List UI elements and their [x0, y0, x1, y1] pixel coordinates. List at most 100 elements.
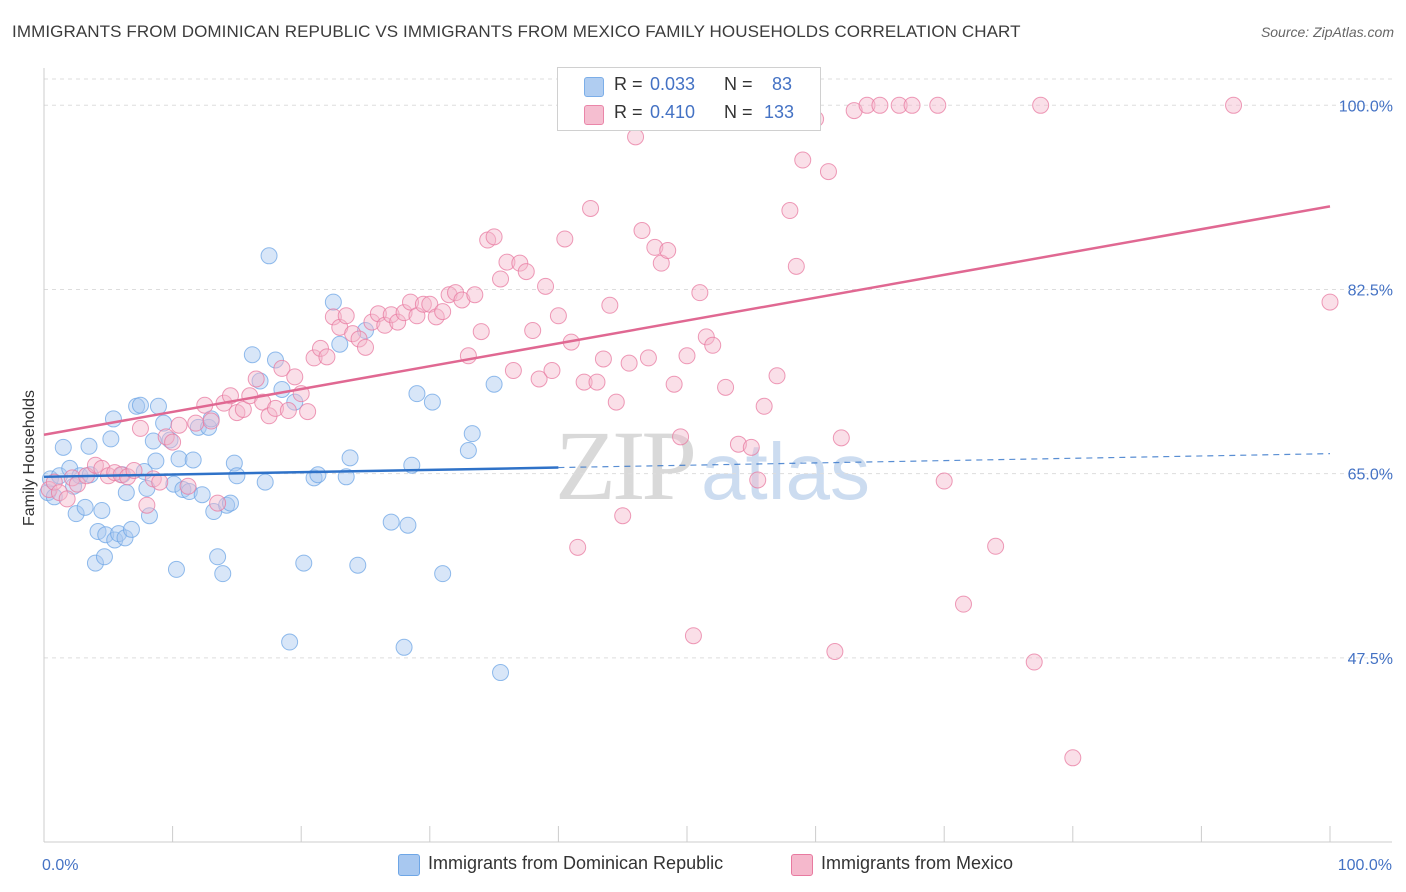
- point-mexico: [395, 304, 413, 322]
- point-dominican: [102, 430, 120, 448]
- y-tick-label: 65.0%: [1348, 467, 1393, 484]
- point-mexico: [485, 228, 503, 246]
- point-mexico: [1225, 96, 1243, 114]
- point-mexico: [376, 316, 394, 334]
- point-mexico: [247, 370, 265, 388]
- point-mexico: [414, 295, 432, 313]
- point-dominican: [434, 565, 452, 583]
- point-mexico: [131, 419, 149, 437]
- point-mexico: [954, 595, 972, 613]
- point-mexico: [659, 242, 677, 260]
- point-mexico: [138, 496, 156, 514]
- stats-r-label: R =: [614, 102, 643, 122]
- trend-lines: [43, 205, 1331, 479]
- point-mexico: [119, 468, 137, 486]
- point-dominican: [144, 432, 162, 450]
- point-dominican: [122, 520, 140, 538]
- point-mexico: [311, 339, 329, 357]
- trend-line-mexico: [43, 205, 1331, 436]
- point-dominican: [214, 565, 232, 583]
- source-credit: Source: ZipAtlas.com: [1260, 24, 1394, 40]
- stats-row-mexico: R = 0.410 N = 133: [558, 102, 820, 126]
- point-dominican: [209, 548, 227, 566]
- point-mexico: [273, 359, 291, 377]
- point-mexico: [575, 373, 593, 391]
- point-mexico: [324, 308, 342, 326]
- point-dominican: [423, 393, 441, 411]
- point-mexico: [337, 307, 355, 325]
- point-mexico: [697, 328, 715, 346]
- point-dominican: [266, 351, 284, 369]
- point-mexico: [511, 254, 529, 272]
- point-mexico: [832, 429, 850, 447]
- point-mexico: [357, 338, 374, 356]
- point-mexico: [434, 303, 452, 321]
- point-mexico: [614, 507, 632, 525]
- point-dominican: [140, 507, 158, 525]
- y-tick-label: 82.5%: [1348, 282, 1393, 299]
- point-mexico: [929, 96, 947, 114]
- stats-n-value: 133: [764, 102, 795, 122]
- point-mexico: [164, 433, 182, 451]
- point-mexico: [646, 238, 664, 256]
- stats-swatch-mexico: [584, 105, 604, 125]
- point-dominican: [117, 484, 135, 502]
- point-dominican: [180, 483, 198, 501]
- point-dominican: [97, 526, 115, 544]
- point-dominican: [463, 425, 481, 443]
- point-mexico: [684, 627, 702, 645]
- point-dominican: [147, 452, 165, 470]
- point-mexico: [498, 253, 516, 271]
- point-mexico: [453, 291, 471, 309]
- axes: [43, 68, 1392, 843]
- point-dominican: [485, 375, 503, 393]
- point-mexico: [633, 222, 651, 240]
- stats-box: R = 0.033 N = 83 R = 0.410 N = 133: [557, 67, 821, 131]
- point-mexico: [672, 428, 690, 446]
- point-dominican: [324, 293, 342, 311]
- point-dominican: [149, 397, 167, 415]
- point-dominican: [395, 638, 413, 656]
- point-mexico: [749, 471, 767, 489]
- point-mexico: [363, 313, 381, 331]
- point-dominican: [459, 442, 477, 460]
- point-dominican: [174, 480, 192, 498]
- point-mexico: [187, 414, 205, 432]
- point-dominican: [331, 335, 349, 353]
- legend-swatch-mexico: [791, 854, 813, 876]
- point-dominican: [260, 247, 278, 265]
- point-mexico: [266, 399, 284, 417]
- point-mexico: [1032, 96, 1050, 114]
- point-mexico: [318, 348, 336, 366]
- point-mexico: [151, 473, 169, 491]
- series-dominican-republic: [39, 247, 510, 682]
- point-mexico: [569, 538, 587, 556]
- point-mexico: [286, 368, 304, 386]
- point-mexico: [58, 490, 76, 508]
- point-mexico: [826, 643, 844, 661]
- point-mexico: [755, 397, 773, 415]
- point-dominican: [93, 501, 111, 519]
- point-mexico: [678, 347, 696, 365]
- point-dominican: [54, 438, 72, 456]
- point-mexico: [787, 257, 805, 275]
- point-dominican: [184, 451, 202, 469]
- point-mexico: [890, 96, 908, 114]
- point-mexico: [794, 151, 812, 169]
- point-mexico: [819, 163, 837, 181]
- point-mexico: [492, 270, 510, 288]
- y-tick-label: 47.5%: [1348, 651, 1393, 668]
- legend-item-dominican: Immigrants from Dominican Republic: [398, 852, 778, 876]
- point-mexico: [472, 323, 490, 341]
- point-mexico: [556, 230, 574, 248]
- point-dominican: [167, 560, 185, 578]
- point-mexico: [466, 286, 484, 304]
- point-mexico: [691, 284, 709, 302]
- point-mexico: [858, 96, 876, 114]
- chart-title: IMMIGRANTS FROM DOMINICAN REPUBLIC VS IM…: [12, 22, 1021, 41]
- point-mexico: [665, 375, 683, 393]
- point-mexico: [607, 393, 625, 411]
- x-tick-label: 0.0%: [42, 857, 78, 874]
- point-mexico: [582, 199, 600, 217]
